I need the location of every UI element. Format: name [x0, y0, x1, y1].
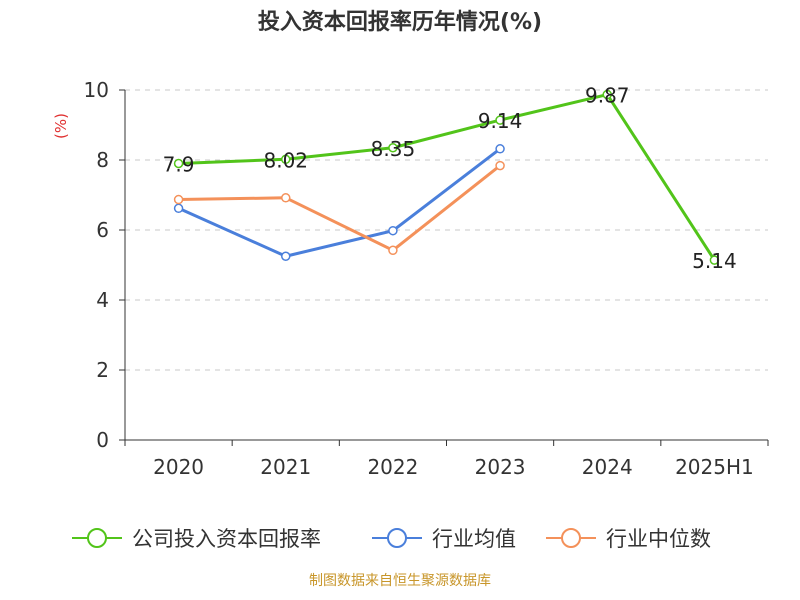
- data-point: [281, 251, 291, 261]
- y-tick-label: 2: [96, 358, 109, 382]
- legend-label: 公司投入资本回报率: [132, 527, 321, 551]
- data-point: [709, 255, 720, 265]
- axes: [119, 89, 769, 446]
- data-label: 8.35: [371, 137, 416, 161]
- x-tick-label: 2023: [475, 455, 526, 479]
- data-point: [388, 143, 398, 153]
- legend-marker: [87, 528, 107, 548]
- data-point: [495, 144, 505, 154]
- data-point: [495, 115, 505, 125]
- y-tick-label: 4: [96, 288, 109, 312]
- y-tick-label: 10: [84, 78, 109, 102]
- legend-label: 行业中位数: [606, 527, 711, 551]
- source-note: 制图数据来自恒生聚源数据库: [309, 573, 491, 589]
- y-tick-label: 0: [96, 428, 109, 452]
- x-tick-labels: 2020 2021 2022 2023 2024 2025H1: [153, 455, 754, 479]
- data-point: [388, 225, 398, 236]
- x-tick-label: 2020: [153, 455, 204, 479]
- data-point: [173, 203, 184, 214]
- y-tick-label: 6: [96, 218, 109, 242]
- legend-marker: [561, 528, 581, 548]
- data-label: 8.02: [263, 148, 308, 172]
- data-point: [173, 158, 184, 169]
- data-point: [281, 154, 291, 165]
- data-point: [602, 89, 612, 100]
- chart-title: 投入资本回报率历年情况(%): [257, 10, 543, 35]
- data-point: [281, 193, 291, 203]
- data-label: 5.14: [692, 249, 737, 273]
- series-line: [178, 93, 716, 261]
- legend: 公司投入资本回报率 行业均值 行业中位数: [72, 527, 711, 551]
- x-tick-label: 2024: [582, 455, 633, 479]
- data-label: 7.9: [163, 153, 195, 177]
- legend-marker: [387, 528, 407, 548]
- y-tick-label: 8: [96, 148, 109, 172]
- data-label: 9.14: [478, 109, 523, 133]
- data-point: [388, 245, 398, 256]
- series-lines: [173, 89, 720, 265]
- x-tick-label: 2025H1: [675, 455, 754, 479]
- data-label: 9.87: [585, 84, 630, 108]
- grid-lines: [125, 89, 768, 371]
- y-tick-labels: 0 2 4 6 8 10: [84, 78, 109, 452]
- data-labels: 7.9 8.02 8.35 9.14 9.87 5.14: [163, 84, 737, 274]
- legend-label: 行业均值: [432, 527, 516, 551]
- y-axis-label: (%): [52, 113, 70, 139]
- data-point: [173, 194, 184, 205]
- series-line: [177, 147, 501, 258]
- x-tick-label: 2021: [260, 455, 311, 479]
- series-line: [178, 164, 502, 252]
- data-point: [495, 160, 505, 171]
- x-tick-label: 2022: [367, 455, 418, 479]
